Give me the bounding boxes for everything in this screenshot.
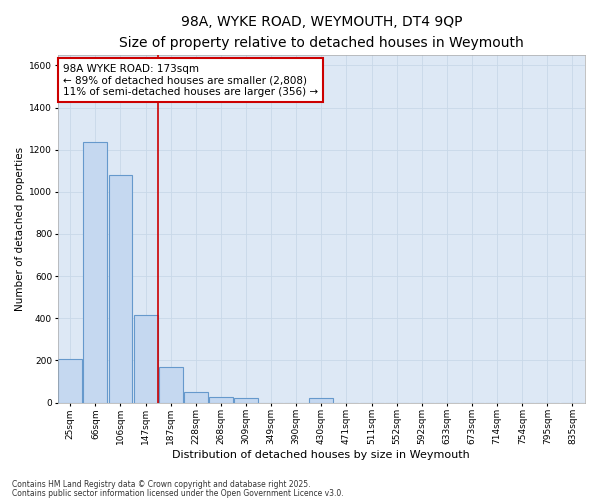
Bar (58, 360, 82, 403)
Title: 98A, WYKE ROAD, WEYMOUTH, DT4 9QP
Size of property relative to detached houses i: 98A, WYKE ROAD, WEYMOUTH, DT4 9QP Size o… (119, 15, 524, 50)
Text: 98A WYKE ROAD: 173sqm
← 89% of detached houses are smaller (2,808)
11% of semi-d: 98A WYKE ROAD: 173sqm ← 89% of detached … (63, 64, 318, 97)
Y-axis label: Number of detached properties: Number of detached properties (15, 146, 25, 311)
Text: Contains HM Land Registry data © Crown copyright and database right 2025.: Contains HM Land Registry data © Crown c… (12, 480, 311, 489)
Bar (234, 398, 258, 402)
Text: Contains public sector information licensed under the Open Government Licence v3: Contains public sector information licen… (12, 489, 344, 498)
X-axis label: Distribution of detached houses by size in Weymouth: Distribution of detached houses by size … (172, 450, 470, 460)
Bar (134, 315, 158, 402)
Bar (310, 398, 333, 402)
Bar (184, 392, 208, 402)
Bar (83, 142, 107, 402)
Bar (109, 175, 133, 402)
Bar (159, 366, 182, 402)
Bar (209, 397, 233, 402)
